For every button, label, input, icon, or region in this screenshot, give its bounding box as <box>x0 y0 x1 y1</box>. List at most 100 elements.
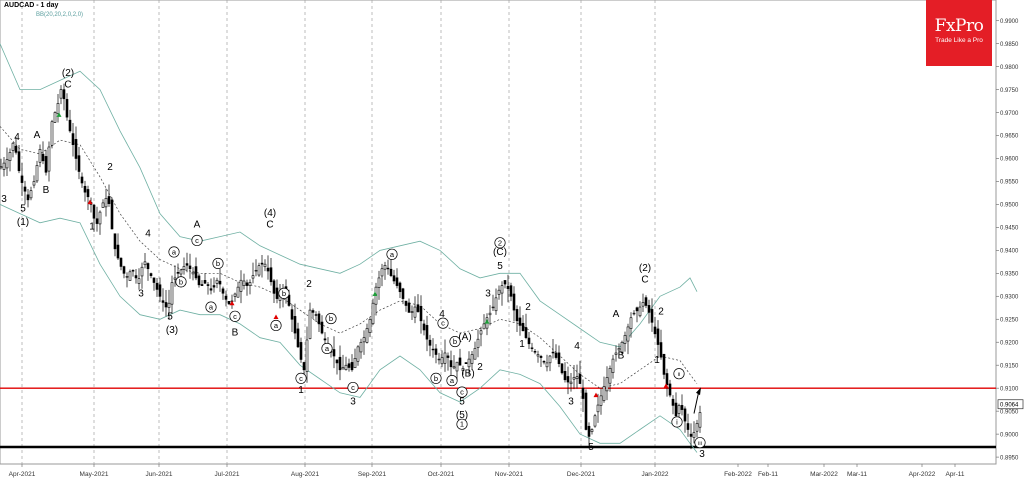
candle-body <box>569 381 573 385</box>
candle-body <box>353 358 357 369</box>
y-tick-label: 0.9800 <box>1000 65 1019 71</box>
y-tick-label: 0.9050 <box>1000 409 1019 415</box>
wave-label: (2) <box>62 68 74 79</box>
wave-label-circle <box>175 276 187 288</box>
candle-body <box>635 307 639 312</box>
candle-body <box>479 330 483 335</box>
candle-body <box>194 266 198 279</box>
signal-marker <box>593 392 599 398</box>
candle-body <box>602 386 606 401</box>
candle-body <box>137 278 141 284</box>
candle-body <box>185 263 189 266</box>
candle-body <box>296 328 300 348</box>
candle-body <box>140 266 144 277</box>
candle-body <box>422 323 426 331</box>
x-tick-label: Jan-2022 <box>641 471 668 478</box>
signal-marker <box>87 199 93 205</box>
candle-body <box>56 103 60 114</box>
wave-label-circle <box>325 313 337 325</box>
wave-label-circled: 1 <box>460 420 464 429</box>
candle-body <box>68 119 72 132</box>
wave-label-circled: 2 <box>498 238 502 247</box>
candle-body <box>179 269 183 275</box>
y-tick-label: 0.9750 <box>1000 88 1019 94</box>
candle-body <box>560 363 564 374</box>
candle-body <box>608 367 612 384</box>
candle-body <box>542 360 546 363</box>
wave-label: 5 <box>588 442 594 453</box>
candle-body <box>521 322 525 332</box>
candle-body <box>470 354 474 364</box>
wave-label: C <box>266 219 273 230</box>
y-tick-label: 0.9150 <box>1000 363 1019 369</box>
candle-body <box>497 289 501 295</box>
candle-body <box>227 301 231 305</box>
candle-body <box>365 328 369 343</box>
candle-body <box>209 288 213 291</box>
wave-label: (3) <box>166 325 178 336</box>
candle-body <box>557 352 561 364</box>
wave-label-circled: c <box>351 383 355 392</box>
candle-body <box>563 371 567 381</box>
candle-body <box>191 271 195 275</box>
wave-label: (4) <box>264 208 276 219</box>
candle-body <box>362 337 366 343</box>
y-tick-label: 0.9000 <box>1000 432 1019 438</box>
candle-body <box>443 352 447 364</box>
candle-body <box>356 346 360 362</box>
candle-body <box>662 353 666 375</box>
candle-body <box>251 275 255 279</box>
x-tick-label: Jul-2021 <box>215 471 240 478</box>
candle-body <box>152 277 156 283</box>
wave-label-circled: b <box>216 259 220 268</box>
candle-body <box>668 383 672 396</box>
bb-lower-band <box>0 204 698 453</box>
wave-label-circle <box>494 237 506 249</box>
candle-body <box>458 357 462 366</box>
candle-body <box>80 176 84 184</box>
candle-body <box>503 280 507 285</box>
candle-body <box>266 267 270 272</box>
y-tick-label: 0.9700 <box>1000 111 1019 117</box>
candle-body <box>0 166 3 169</box>
wave-label-circle <box>456 386 468 398</box>
candle-body <box>377 277 381 288</box>
wave-label: 3 <box>485 288 491 299</box>
candle-body <box>587 425 591 437</box>
candle-body <box>533 351 537 353</box>
x-tick-label: Jun-2021 <box>145 471 172 478</box>
wave-label: C <box>641 275 648 286</box>
projection-line <box>693 390 700 414</box>
wave-label: 3 <box>350 396 356 407</box>
wave-label-circled: c <box>460 388 464 397</box>
wave-label-circled: b <box>434 374 438 383</box>
candle-body <box>20 175 24 183</box>
wave-label-circled: a <box>274 321 279 330</box>
candle-body <box>692 432 696 438</box>
candle-body <box>461 367 465 372</box>
y-tick-label: 0.8950 <box>1000 455 1019 461</box>
candle-body <box>656 328 660 345</box>
candle-body <box>125 276 129 278</box>
wave-label-circle <box>430 372 442 384</box>
wave-label-circle <box>671 416 683 428</box>
candle-body <box>119 257 123 267</box>
wave-label: (B) <box>461 369 474 380</box>
candle-body <box>671 398 675 406</box>
candle-body <box>176 272 180 274</box>
wave-label: 4 <box>14 132 20 143</box>
wave-label: (A) <box>458 332 471 343</box>
x-tick-label: Sep-2021 <box>358 471 387 478</box>
candle-body <box>110 199 114 230</box>
candle-body <box>290 309 294 320</box>
candle-body <box>263 263 267 268</box>
candle-body <box>161 300 165 303</box>
candle-body <box>695 423 699 432</box>
candle-body <box>305 339 309 372</box>
candle-body <box>101 202 105 208</box>
wave-label: 5 <box>167 311 173 322</box>
wave-label: B <box>618 350 625 361</box>
candle-body <box>350 362 354 371</box>
wave-label: C <box>64 79 71 90</box>
candle-body <box>548 355 552 364</box>
